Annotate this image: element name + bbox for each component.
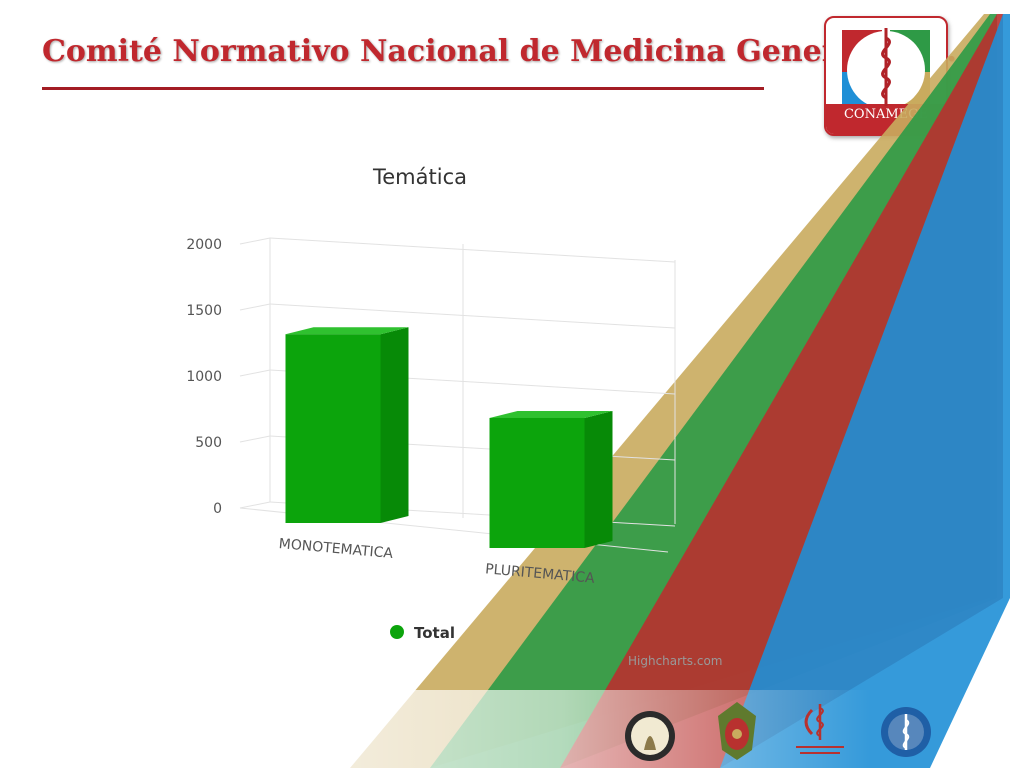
- gridline-side: [239, 435, 271, 443]
- y-tick-label: 2000: [186, 237, 222, 253]
- bar-side: [584, 410, 613, 548]
- gridline-side: [239, 303, 271, 311]
- bar-top: [489, 410, 613, 418]
- y-tick-label: 1500: [186, 303, 222, 319]
- gridline: [269, 237, 676, 263]
- legend-symbol: [390, 625, 404, 639]
- bars: [285, 327, 613, 548]
- y-tick-label: 0: [213, 501, 222, 517]
- legend-item-total[interactable]: Total: [414, 624, 455, 642]
- chart-credits[interactable]: Highcharts.com: [628, 654, 722, 668]
- title-underline: [42, 87, 764, 90]
- gridline-side: [239, 501, 271, 509]
- blue-seal-icon: [881, 707, 931, 757]
- gridline: [269, 303, 676, 329]
- academia-seal-icon: [625, 711, 675, 761]
- consejo-logo-icon: [796, 704, 844, 754]
- bar[interactable]: [489, 417, 585, 548]
- x-tick-label: PLURITEMATICA: [485, 561, 596, 587]
- gridline-side: [239, 237, 271, 245]
- legend[interactable]: Total: [390, 624, 455, 642]
- conamege-logo: CONAMEGE: [824, 16, 948, 136]
- bar-top: [285, 327, 409, 335]
- bar[interactable]: [285, 334, 381, 523]
- military-crest-icon: [718, 702, 756, 760]
- slide-title: Comité Normativo Nacional de Medicina Ge…: [42, 34, 957, 69]
- y-tick-label: 500: [195, 435, 222, 451]
- gridline-side: [239, 369, 271, 377]
- x-tick-label: MONOTEMATICA: [278, 536, 394, 562]
- y-axis: 0 500 1000 1500 2000: [186, 237, 222, 517]
- y-tick-label: 1000: [186, 369, 222, 385]
- bar-side: [380, 327, 409, 523]
- chart-title: Temática: [372, 165, 467, 189]
- caduceus-icon: [826, 28, 946, 134]
